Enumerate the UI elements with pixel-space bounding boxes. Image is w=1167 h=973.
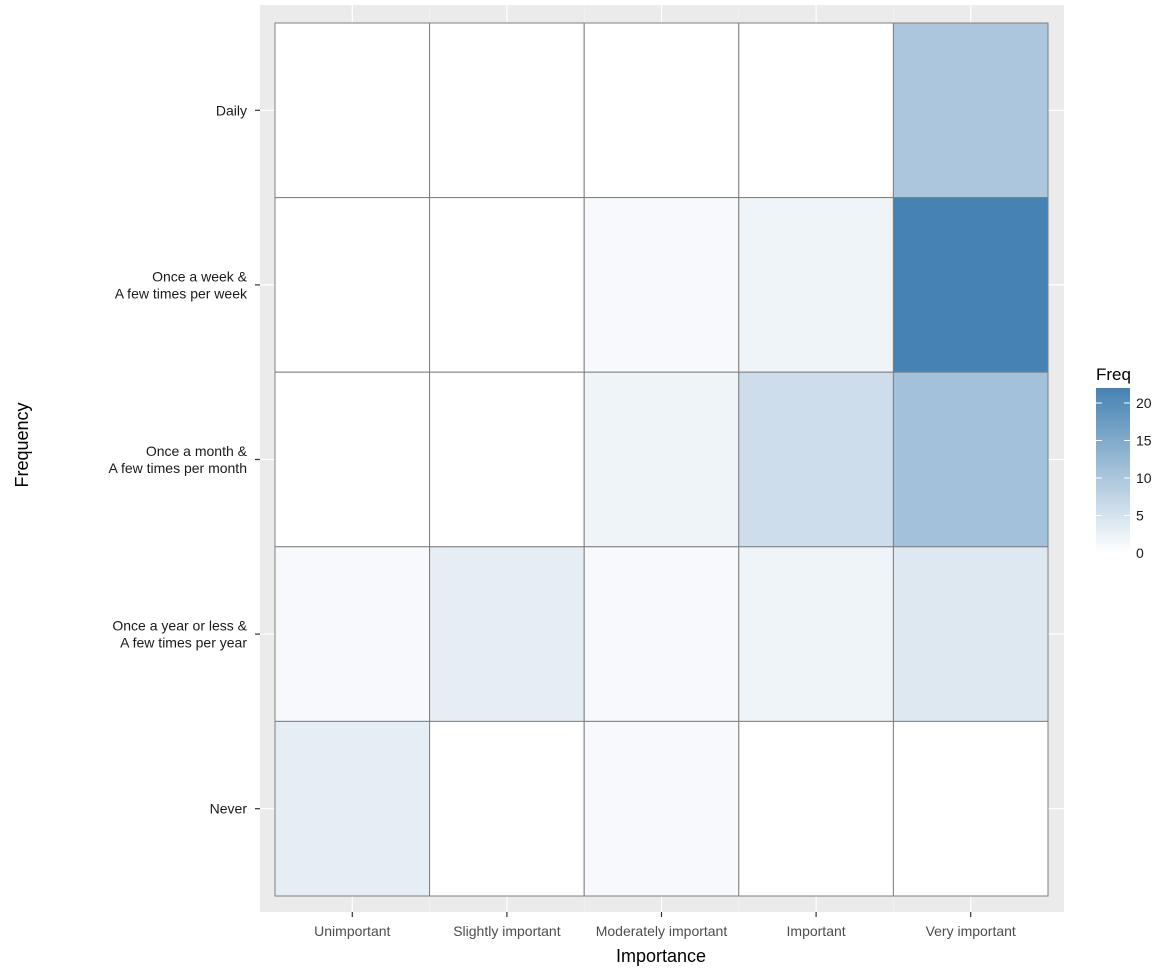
x-tick-label: Very important — [926, 923, 1016, 939]
heatmap-cell — [274, 22, 431, 199]
heatmap-cell — [583, 197, 740, 373]
heatmap-cell — [429, 371, 585, 548]
heatmap-cell — [738, 371, 894, 548]
heatmap-cells — [274, 22, 1049, 897]
heatmap-cell — [892, 720, 1049, 897]
heatmap-cell — [429, 546, 585, 722]
heatmap-cell — [892, 546, 1049, 722]
y-axis: Daily Once a week &A few times per week On… — [108, 102, 260, 817]
heatmap-cell — [738, 720, 894, 897]
x-axis-title: Importance — [616, 946, 706, 966]
x-tick-label: Slightly important — [453, 923, 560, 939]
heatmap-cell — [738, 197, 894, 373]
legend-tick-label: 0 — [1136, 545, 1144, 561]
heatmap-cell — [738, 22, 894, 199]
x-tick-label: Moderately important — [596, 923, 728, 939]
heatmap-cell — [583, 371, 740, 548]
legend-ticks: 0 5 10 15 20 — [1096, 395, 1152, 561]
x-tick-label: Unimportant — [314, 923, 390, 939]
y-tick-label: Once a week & — [152, 268, 248, 284]
heatmap-cell — [583, 720, 740, 897]
x-tick-label: Important — [787, 923, 846, 939]
legend-tick-label: 20 — [1136, 395, 1152, 411]
y-tick-label: A few times per year — [120, 635, 247, 651]
heatmap-cell — [274, 197, 431, 373]
legend-tick-label: 5 — [1136, 508, 1144, 524]
y-axis-title: Frequency — [12, 402, 32, 487]
legend-title: Freq — [1096, 365, 1131, 384]
heatmap-cell — [583, 546, 740, 722]
heatmap-cell — [583, 22, 740, 199]
y-tick-label: Once a month & — [146, 443, 248, 459]
y-tick-label: A few times per month — [108, 460, 247, 476]
y-tick-label: A few times per week — [115, 285, 248, 301]
y-tick-label: Never — [210, 801, 248, 817]
heatmap-cell — [429, 720, 585, 897]
legend-tick-label: 10 — [1136, 470, 1152, 486]
legend: Freq 0 5 10 15 20 — [1096, 365, 1152, 561]
heatmap-cell — [738, 546, 894, 722]
heatmap-cell — [429, 22, 585, 199]
heatmap-cell — [892, 22, 1049, 199]
heatmap-cell — [892, 197, 1049, 373]
heatmap-cell — [892, 371, 1049, 548]
legend-colorbar — [1096, 388, 1130, 553]
legend-tick-label: 15 — [1136, 433, 1152, 449]
heatmap-cell — [274, 546, 431, 722]
y-tick-label: Daily — [216, 102, 247, 118]
y-tick-label: Once a year or less & — [112, 618, 247, 634]
x-axis: Unimportant Slightly important Moderately … — [314, 912, 1016, 939]
heatmap-cell — [274, 720, 431, 897]
heatmap-cell — [429, 197, 585, 373]
heatmap-cell — [274, 371, 431, 548]
